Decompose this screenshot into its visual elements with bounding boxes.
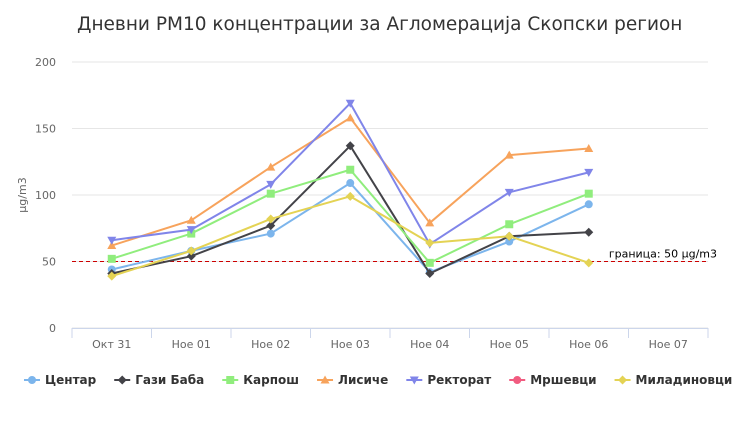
data-point [266,162,276,171]
data-point [186,226,196,235]
y-tick-label: 100 [35,189,56,202]
data-point [504,150,514,159]
data-point [504,188,514,197]
series [107,99,594,249]
series [107,113,594,250]
legend-label: Миладиновци [636,373,733,387]
legend: Центар Гази Баба Карпош Лисиче Ректорат Мршев… [24,373,732,387]
series [107,141,594,278]
legend-marker [618,375,628,385]
y-tick-label: 150 [35,123,56,136]
data-point [584,227,594,237]
legend-item[interactable]: Центар [24,373,97,387]
data-point [584,258,594,268]
data-point [107,236,117,245]
limit-line-group: граница: 50 μg/m3 [72,248,717,262]
data-point [345,99,355,108]
legend-marker [513,376,522,384]
data-point [345,141,355,151]
data-point [345,191,355,201]
x-tick-label: Ное 06 [569,338,608,351]
x-tick-label: Ное 01 [172,338,211,351]
legend-marker [28,376,36,384]
legend-label: Мршевци [530,373,596,387]
data-point [345,113,355,122]
data-point [504,231,514,241]
legend-label: Карпош [243,373,299,387]
limit-line-label: граница: 50 μg/m3 [609,248,717,261]
data-point [425,238,435,248]
series [107,191,594,281]
data-point [107,254,116,263]
x-tick-label: Окт 31 [92,338,131,351]
data-point [186,246,196,256]
legend-item[interactable]: Миладиновци [614,373,733,387]
data-point [266,180,276,189]
legend-marker [409,376,419,385]
data-point [425,258,434,267]
legend-label: Гази Баба [135,373,204,387]
y-tick-label: 0 [49,322,56,335]
legend-label: Ректорат [427,373,491,387]
x-axis: Окт 31 Ное 01 Ное 02 Ное 03 Ное 04 Ное 05 Ное … [71,328,709,351]
data-point [505,220,514,229]
y-axis: 0 50 100 150 200 μg/m3 [16,56,56,335]
data-point [346,165,355,174]
legend-item[interactable]: Лисиче [317,373,388,387]
x-tick-label: Ное 03 [331,338,370,351]
data-point [186,215,196,224]
legend-item[interactable]: Гази Баба [114,373,204,387]
x-tick-label: Ное 02 [251,338,290,351]
data-point [505,237,514,246]
data-point [584,200,593,209]
data-point [584,189,593,198]
legend-item[interactable]: Ректорат [406,373,491,387]
y-tick-label: 50 [42,256,56,269]
legend-marker [226,376,235,384]
legend-label: Лисиче [338,373,388,387]
data-point [425,268,435,278]
chart-title: Дневни PM10 концентрации за Агломерација… [77,14,683,35]
legend-item[interactable]: Мршевци [509,373,597,387]
data-point [107,241,117,250]
x-tick-label: Ное 05 [490,338,529,351]
data-point [425,218,435,227]
legend-marker [117,375,127,385]
data-point [186,251,196,261]
data-point [266,229,275,238]
data-point [346,179,355,188]
data-point [107,271,117,281]
x-tick-label: Ное 07 [649,338,688,351]
x-tick-label: Ное 04 [410,338,449,351]
legend-item[interactable]: Карпош [222,373,299,387]
legend-marker [320,375,330,384]
series-group [107,99,594,281]
y-tick-label: 200 [35,56,56,69]
grid-lines [72,61,708,329]
legend-label: Центар [45,373,97,387]
data-point [584,143,594,152]
y-axis-label: μg/m3 [16,177,29,212]
data-point [266,214,276,224]
data-point [266,221,276,231]
data-point [584,168,594,177]
data-point [266,189,275,198]
